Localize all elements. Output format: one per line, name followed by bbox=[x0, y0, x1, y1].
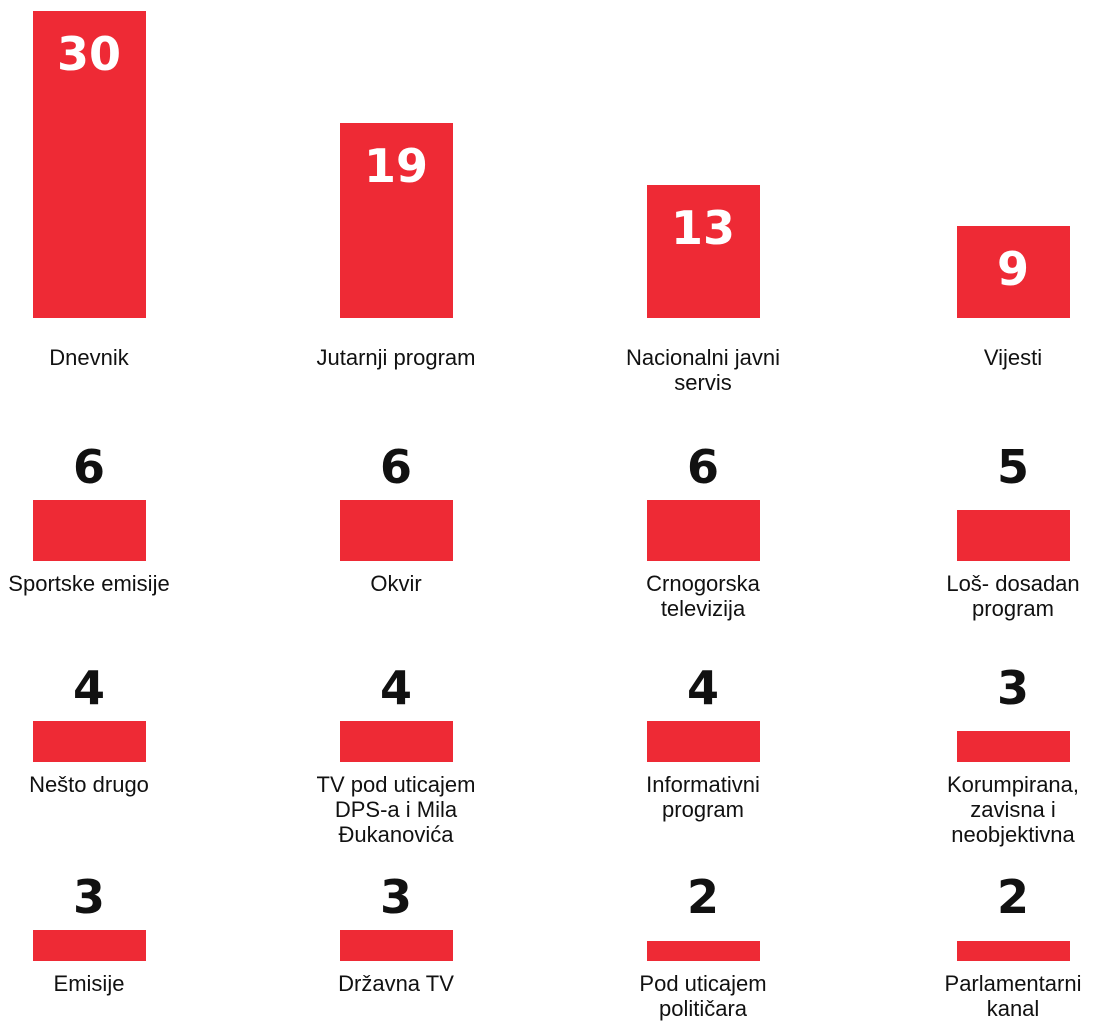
category-label: Pod uticajem političara bbox=[639, 971, 767, 1021]
value-label: 19 bbox=[363, 139, 428, 194]
bar bbox=[956, 225, 1070, 318]
category-label: TV pod uticajem DPS-a i Mila Đukanovića bbox=[316, 772, 476, 847]
category-label: Parlamentarni kanal bbox=[944, 971, 1082, 1021]
value-label: 6 bbox=[379, 439, 412, 494]
category-label: Nešto drugo bbox=[29, 772, 149, 797]
category-label: Dnevnik bbox=[49, 345, 129, 370]
value-label: 9 bbox=[996, 241, 1029, 296]
bar bbox=[956, 731, 1070, 762]
category-label: Korumpirana, zavisna i neobjektivna bbox=[946, 772, 1080, 847]
category-label: Emisije bbox=[53, 971, 125, 996]
category-label: Jutarnji program bbox=[316, 345, 476, 370]
bar bbox=[646, 184, 760, 318]
bar bbox=[32, 10, 146, 318]
category-label: Sportske emisije bbox=[8, 571, 170, 596]
bar bbox=[339, 930, 453, 961]
bar bbox=[956, 940, 1070, 961]
value-label: 3 bbox=[379, 870, 412, 925]
category-label: Državna TV bbox=[338, 971, 454, 996]
value-label: 30 bbox=[56, 26, 121, 81]
value-label: 6 bbox=[686, 439, 719, 494]
value-label: 13 bbox=[670, 200, 735, 255]
bar bbox=[956, 509, 1070, 561]
bar bbox=[32, 721, 146, 762]
bar bbox=[646, 499, 760, 561]
category-label: Vijesti bbox=[983, 345, 1043, 370]
bar bbox=[646, 721, 760, 762]
value-label: 4 bbox=[72, 661, 105, 715]
value-label: 2 bbox=[686, 870, 719, 925]
bar bbox=[339, 123, 453, 318]
bar bbox=[32, 499, 146, 561]
category-label: Nacionalni javni servis bbox=[625, 345, 781, 395]
category-label: Informativni program bbox=[646, 772, 760, 822]
category-label: Crnogorska televizija bbox=[646, 571, 760, 621]
value-label: 3 bbox=[996, 661, 1029, 715]
value-label: 5 bbox=[996, 439, 1029, 494]
category-label: Okvir bbox=[370, 571, 422, 596]
bar bbox=[339, 721, 453, 762]
value-label: 4 bbox=[379, 661, 412, 715]
category-label: Loš- dosadan program bbox=[946, 571, 1080, 621]
value-label: 4 bbox=[686, 661, 719, 715]
value-label: 2 bbox=[996, 870, 1029, 925]
value-label: 6 bbox=[72, 439, 105, 494]
bar bbox=[339, 499, 453, 561]
bar bbox=[646, 940, 760, 961]
bar bbox=[32, 930, 146, 961]
value-label: 3 bbox=[72, 870, 105, 925]
